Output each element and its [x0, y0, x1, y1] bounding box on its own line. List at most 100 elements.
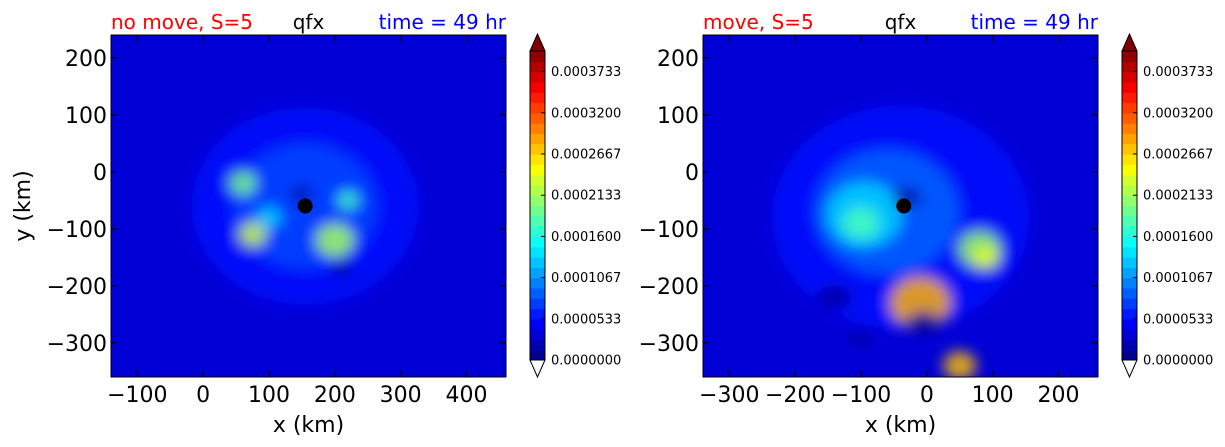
colorbar-tick-label: 0.0002133	[1143, 189, 1213, 204]
title-center: qfx	[885, 10, 917, 34]
colorbar-tick-label: 0.0003200	[551, 106, 621, 121]
colorbar-tick-label: 0.0002667	[551, 147, 621, 162]
y-tick-label: −200	[639, 275, 699, 300]
colorbar-level	[530, 81, 545, 93]
colorbar-level	[1122, 226, 1137, 237]
colorbar-level	[1122, 236, 1137, 248]
colorbar-level	[1122, 257, 1137, 268]
colorbar-level	[1122, 51, 1137, 62]
y-tick-label: 100	[657, 104, 699, 129]
colorbar-level	[1122, 174, 1137, 186]
colorbar-level	[1122, 123, 1137, 134]
colorbar-level	[1122, 61, 1137, 73]
colorbar-level	[1122, 349, 1137, 361]
colorbar-level	[1122, 205, 1137, 217]
title-right: time = 49 hr	[971, 10, 1099, 34]
colorbar: 0.0000000 0.0000533 0.0001067 0.0001600 0.00…	[529, 32, 621, 379]
contour-low-blob	[817, 285, 853, 309]
colorbar-level	[530, 277, 545, 289]
colorbar-level	[530, 318, 545, 330]
contour-low-blob	[290, 187, 313, 202]
colorbar-level	[530, 329, 545, 340]
colorbar-extend-min	[529, 359, 546, 379]
colorbar-level	[530, 246, 545, 258]
contour-low-blob	[906, 311, 941, 335]
colorbar-tick-label: 0.0001600	[1143, 230, 1213, 245]
colorbar-level	[1122, 112, 1137, 124]
x-tick-label: −100	[831, 383, 891, 408]
colorbar-tick-label: 0.0003733	[551, 65, 621, 80]
colorbar-extend-min	[1121, 359, 1138, 379]
colorbar-level	[530, 184, 545, 196]
colorbar-level	[530, 61, 545, 73]
y-tick-label: 100	[65, 104, 107, 129]
colorbar-tick-label: 0.0002133	[551, 189, 621, 204]
colorbar-level	[530, 205, 545, 217]
x-tick-label: −200	[765, 383, 825, 408]
x-tick-label: 0	[196, 383, 210, 408]
colorbar-level	[1122, 195, 1137, 207]
x-tick-label: 300	[380, 383, 422, 408]
title-right: time = 49 hr	[379, 10, 507, 34]
contour-blob	[943, 351, 977, 377]
colorbar-tick-label: 0.0000533	[1143, 312, 1213, 327]
x-axis-label: x (km)	[865, 413, 936, 438]
contour-low-blob	[849, 329, 873, 345]
contour-blob	[229, 171, 257, 196]
colorbar-level	[530, 164, 545, 176]
panel-1: −100 0 100 200 300 400 200 100 0 −100 −200 −300 x (k…	[11, 10, 621, 438]
colorbar-level	[530, 339, 545, 351]
panel-2: −300 −200 −100 0 100 2002001000−100−200−300x …	[639, 10, 1214, 438]
y-tick-label: −300	[639, 332, 699, 357]
colorbar-level	[1122, 329, 1137, 340]
colorbar-level	[530, 287, 545, 299]
x-tick-label: 0	[920, 383, 934, 408]
colorbar-level	[530, 308, 545, 320]
colorbar-level	[1122, 81, 1137, 93]
colorbar-extend-max	[1121, 32, 1138, 52]
colorbar-level	[1122, 92, 1137, 104]
y-tick-label: −100	[47, 218, 107, 243]
colorbar-frame	[1121, 50, 1138, 361]
contour-blob	[972, 245, 1000, 270]
y-tick-label: −100	[639, 218, 699, 243]
colorbar-level	[530, 154, 545, 165]
title-left: no move, S=5	[111, 10, 253, 34]
colorbar-level	[1122, 184, 1137, 196]
colorbar-tick-label: 0.0003733	[1143, 65, 1213, 80]
colorbar-level	[1122, 298, 1137, 310]
axes-frame	[702, 34, 1099, 378]
axes-frame	[110, 34, 507, 378]
colorbar-tick-label: 0.0000000	[551, 354, 621, 369]
x-tick-label: 200	[314, 383, 356, 408]
contour-blob	[842, 207, 880, 239]
y-tick-label: 200	[657, 47, 699, 72]
colorbar-level	[530, 298, 545, 310]
contour-blob	[238, 222, 267, 247]
storm-center-marker	[297, 198, 313, 214]
colorbar-level	[1122, 277, 1137, 289]
colorbar-tick-label: 0.0001600	[551, 230, 621, 245]
colorbar: 0.0000000 0.0000533 0.0001067 0.0001600 0.00…	[1121, 32, 1213, 379]
colorbar-level	[1122, 246, 1137, 258]
colorbar-level	[530, 195, 545, 207]
colorbar-level	[1122, 154, 1137, 165]
colorbar-level	[530, 133, 545, 145]
y-tick-label: −300	[47, 332, 107, 357]
y-axis-label: y (km)	[11, 170, 36, 241]
colorbar-level	[530, 102, 545, 114]
colorbar-level	[1122, 143, 1137, 155]
colorbar-level	[530, 123, 545, 134]
colorbar-level	[530, 349, 545, 361]
colorbar-level	[530, 215, 545, 227]
x-tick-label: 100	[972, 383, 1014, 408]
contour-blob	[315, 223, 354, 257]
colorbar-level	[1122, 215, 1137, 227]
contour-low-blob	[330, 261, 353, 277]
y-tick-label: 0	[93, 161, 107, 186]
x-tick-label: −300	[699, 383, 759, 408]
colorbar-level	[1122, 287, 1137, 299]
colorbar-tick-label: 0.0000000	[1143, 354, 1213, 369]
colorbar-level	[530, 174, 545, 186]
